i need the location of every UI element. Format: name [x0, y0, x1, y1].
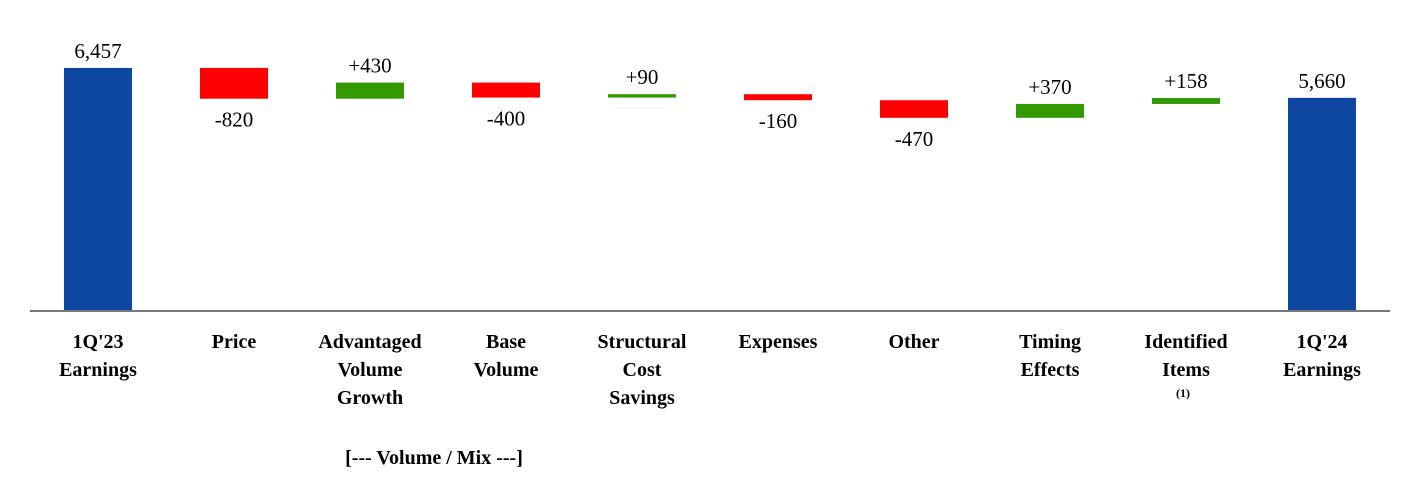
bar — [744, 94, 812, 101]
bar — [336, 82, 404, 99]
category-label: Timing Effects — [1019, 331, 1081, 381]
category-label: 1Q'24 Earnings — [1283, 331, 1361, 381]
category-label: Price — [212, 331, 257, 353]
bar — [200, 67, 268, 99]
category-label: Other — [888, 331, 939, 353]
bar — [1288, 97, 1356, 310]
value-label: -820 — [215, 108, 254, 132]
category-label: Structural Cost Savings — [598, 331, 687, 409]
value-label: -400 — [487, 107, 526, 131]
bar — [64, 67, 132, 310]
value-label: +370 — [1028, 75, 1071, 99]
value-label: -160 — [759, 109, 798, 133]
value-label: 6,457 — [74, 39, 121, 63]
bar — [880, 100, 948, 118]
bar — [608, 94, 676, 98]
value-label: -470 — [895, 127, 934, 151]
category-label: Expenses — [739, 331, 818, 353]
value-label: 5,660 — [1298, 69, 1345, 93]
group-annotation: [--- Volume / Mix ---] — [345, 447, 523, 469]
value-label: +90 — [626, 65, 659, 89]
value-label: +430 — [348, 54, 391, 78]
category-label: 1Q'23 Earnings — [59, 331, 137, 381]
category-label: Base Volume — [474, 331, 539, 381]
category-label: Advantaged Volume Growth — [318, 331, 421, 409]
category-label: Identified Items — [1144, 331, 1227, 381]
footnote-marker: (1) — [1176, 386, 1190, 400]
bar — [472, 82, 540, 98]
value-label: +158 — [1164, 69, 1207, 93]
bar — [1016, 103, 1084, 118]
bar — [1152, 98, 1220, 104]
